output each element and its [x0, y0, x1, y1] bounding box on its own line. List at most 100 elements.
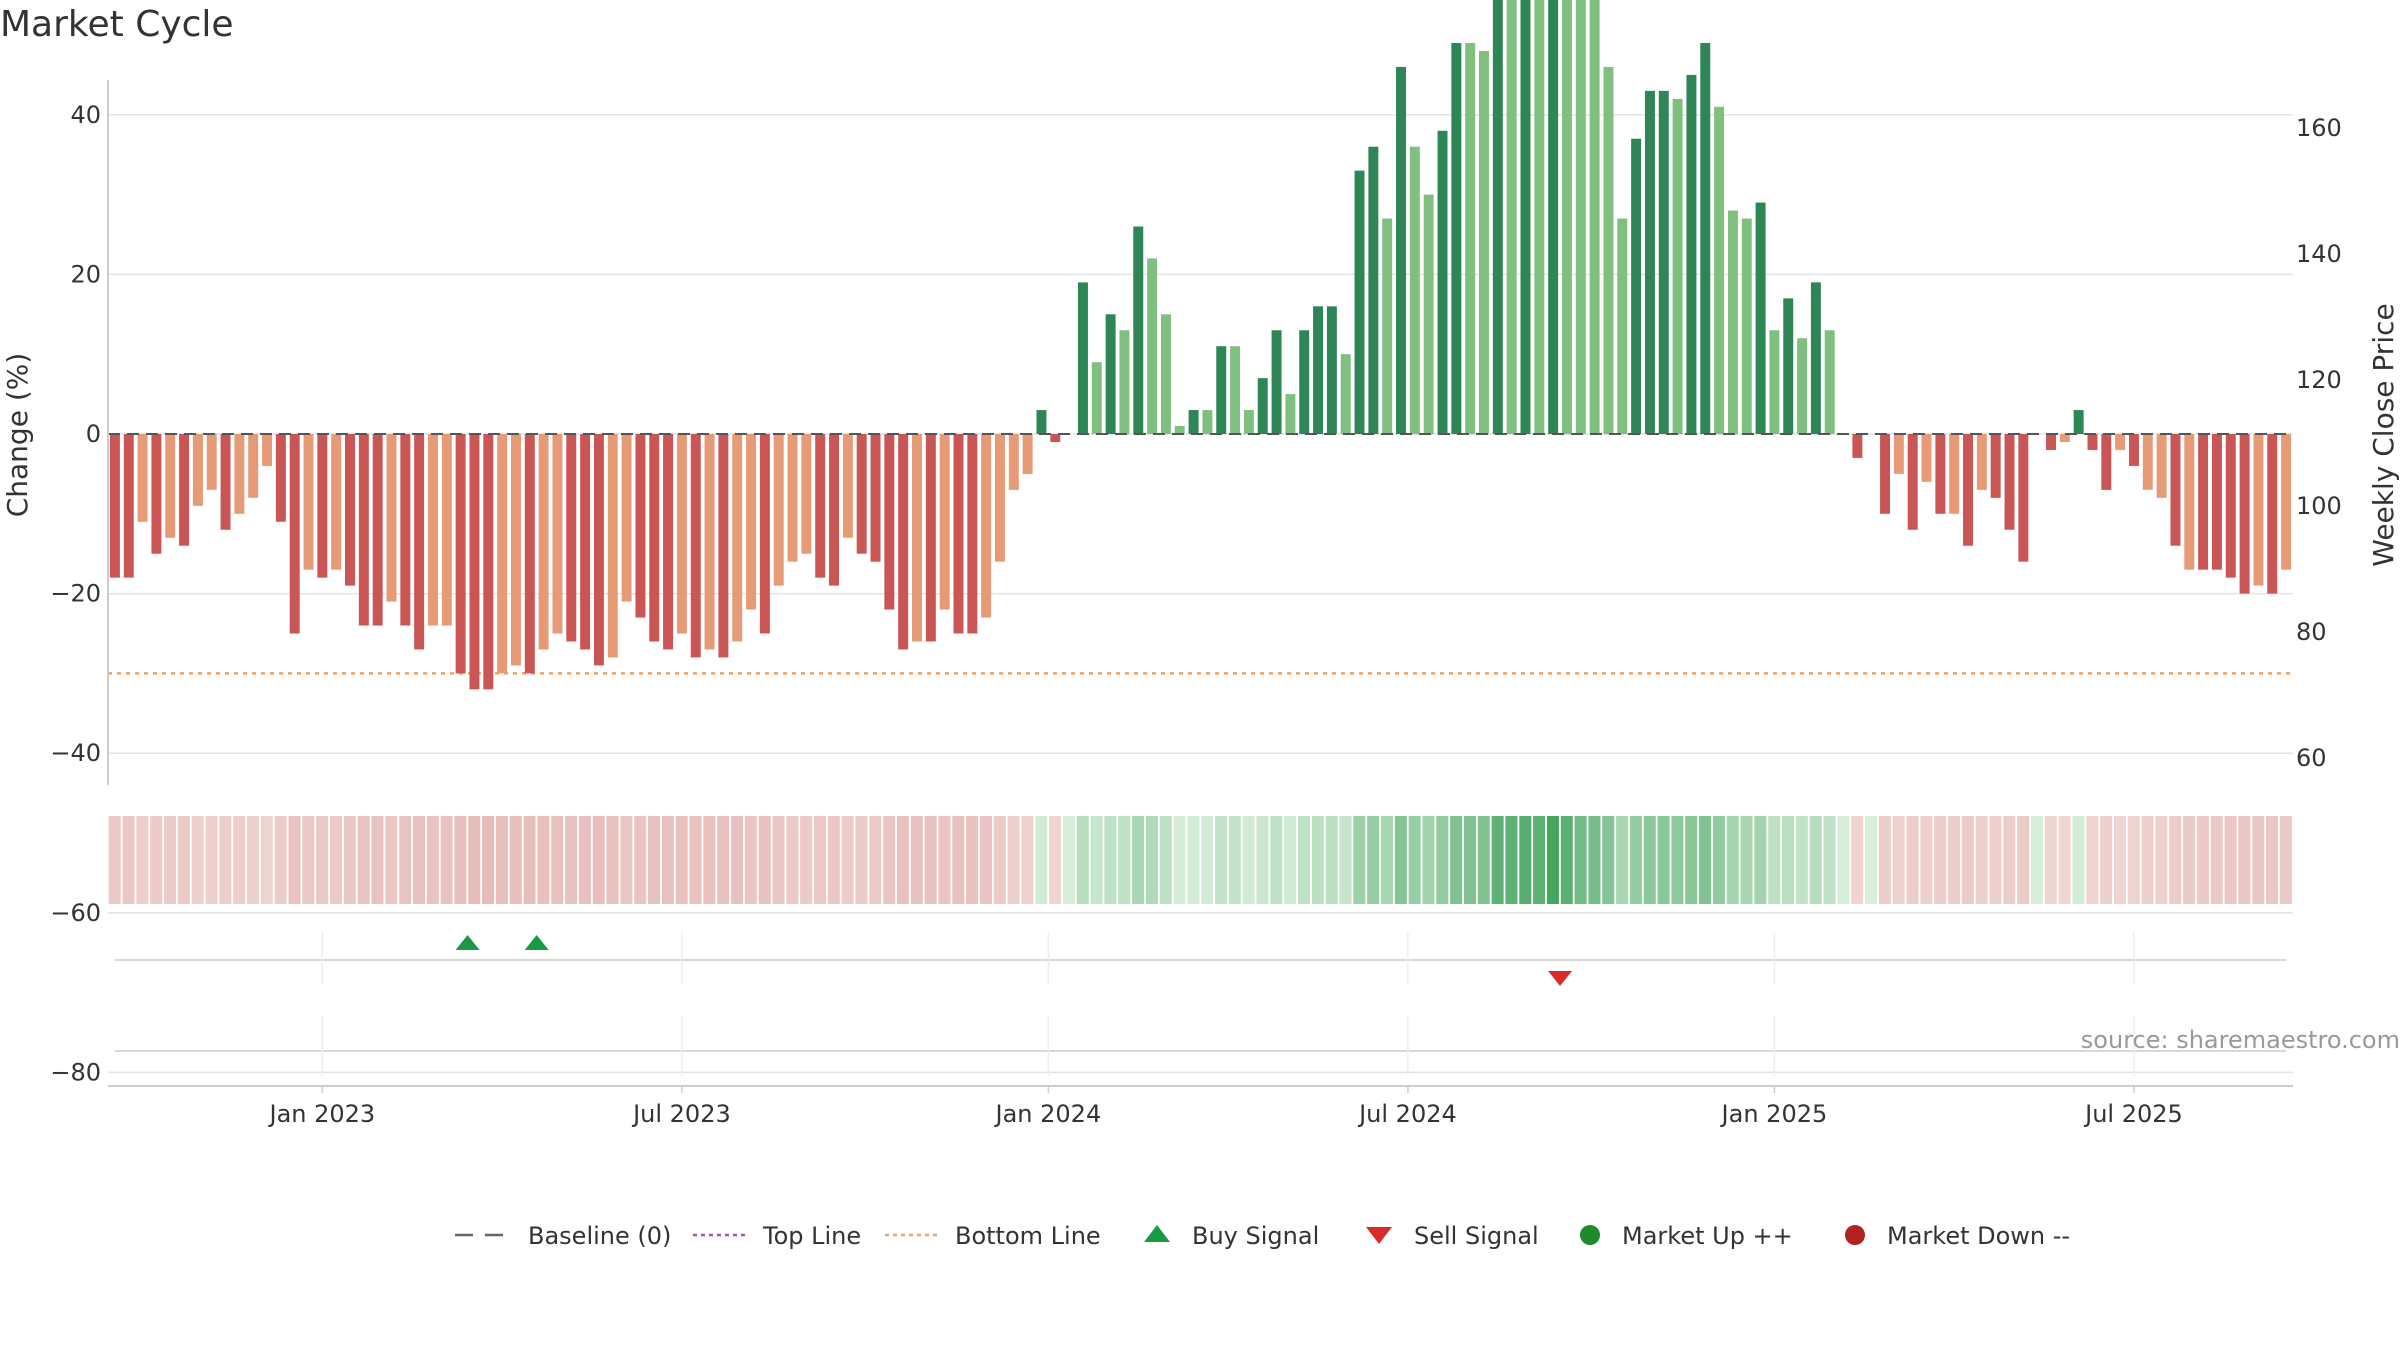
heat-cell — [606, 816, 619, 904]
bar — [1783, 298, 1794, 434]
bar — [2253, 434, 2264, 586]
bar — [746, 434, 757, 610]
heat-cell — [1339, 816, 1352, 904]
bar — [1036, 410, 1047, 434]
bar — [912, 434, 922, 642]
heat-cell — [150, 816, 163, 904]
buy-signal-marker — [455, 935, 480, 950]
bar — [690, 434, 701, 658]
heat-cell — [1325, 816, 1338, 904]
heat-cell — [1657, 816, 1670, 904]
y2-tick-label: 140 — [2296, 240, 2342, 268]
heat-cell — [260, 816, 273, 904]
heat-cell — [1132, 816, 1145, 904]
y-tick-labels: 806040200−20−40−60−80 — [50, 101, 101, 1087]
heat-cell — [399, 816, 412, 904]
bar — [1257, 378, 1268, 434]
top-bottom-lines — [108, 672, 2293, 675]
bar — [1672, 98, 1683, 434]
heat-cell — [1588, 816, 1601, 904]
bar — [593, 434, 604, 666]
bar — [856, 434, 867, 554]
bar — [317, 434, 328, 578]
heat-cell — [883, 816, 896, 904]
heat-cell — [1450, 816, 1463, 904]
heat-cell — [1878, 816, 1891, 904]
heat-cell — [2003, 816, 2016, 904]
bar — [1437, 130, 1448, 434]
heat-cell — [509, 816, 522, 904]
bar — [635, 434, 646, 618]
heat-cell — [565, 816, 578, 904]
heat-cell — [1740, 816, 1753, 904]
bar — [1686, 74, 1697, 435]
bar — [234, 434, 245, 514]
circle-icon — [1580, 1225, 1600, 1245]
bar — [123, 434, 134, 578]
heat-cell — [689, 816, 702, 904]
heat-cell — [1228, 816, 1241, 904]
heat-cell — [855, 816, 868, 904]
heat-cell — [482, 816, 495, 904]
heat-cell — [1242, 816, 1255, 904]
triangle-down-icon — [1366, 1227, 1392, 1244]
bar — [1147, 258, 1158, 434]
bar — [967, 434, 978, 634]
heat-cell — [1546, 816, 1559, 904]
bar — [2156, 434, 2167, 498]
bar — [1479, 50, 1489, 435]
heat-cell — [1629, 816, 1642, 904]
bar — [649, 434, 660, 642]
heat-cell — [1035, 816, 1048, 904]
heat-cell — [1782, 816, 1795, 904]
bar — [1396, 66, 1407, 435]
heat-cell — [772, 816, 785, 904]
y-tick-label: −40 — [50, 739, 101, 767]
heat-cell — [634, 816, 647, 904]
heat-cell — [979, 816, 992, 904]
heat-cell — [1837, 816, 1850, 904]
bar — [870, 434, 881, 562]
heat-cell — [1187, 816, 1200, 904]
heat-cell — [1892, 816, 1905, 904]
heat-cell — [1090, 816, 1103, 904]
bar — [358, 434, 369, 626]
heat-cell — [454, 816, 467, 904]
bar — [884, 434, 895, 610]
heat-cell — [827, 816, 840, 904]
heat-cell — [177, 816, 190, 904]
bar — [759, 434, 770, 634]
legend-label: Top Line — [762, 1222, 861, 1250]
heat-cell — [1256, 816, 1269, 904]
heat-cell — [1173, 816, 1186, 904]
bar — [331, 434, 342, 570]
bar — [2184, 434, 2195, 570]
y2-tick-label: 100 — [2296, 492, 2342, 520]
heat-cell — [1477, 816, 1490, 904]
bar — [1741, 218, 1752, 434]
heat-cell — [1118, 816, 1131, 904]
heat-cell — [1436, 816, 1449, 904]
y-axis-label: Change (%) — [1, 353, 34, 518]
bar — [1700, 42, 1711, 434]
heat-cell — [551, 816, 564, 904]
heat-cell — [1049, 816, 1062, 904]
heat-cell — [1076, 816, 1089, 904]
heat-cell — [1699, 816, 1712, 904]
heat-cell — [2017, 816, 2030, 904]
bar — [1409, 146, 1420, 434]
heat-cell — [1408, 816, 1421, 904]
bar — [2142, 434, 2153, 490]
heat-cell — [1491, 816, 1504, 904]
heat-cell — [2141, 816, 2154, 904]
y2-tick-label: 60 — [2296, 744, 2327, 772]
y-tick-label: 20 — [70, 260, 101, 288]
bar — [1976, 434, 1987, 490]
heat-cell — [2072, 816, 2085, 904]
bar — [220, 434, 231, 530]
heat-cell — [1934, 816, 1947, 904]
bar — [289, 434, 300, 634]
bar — [151, 434, 162, 554]
heat-cell — [2058, 816, 2071, 904]
